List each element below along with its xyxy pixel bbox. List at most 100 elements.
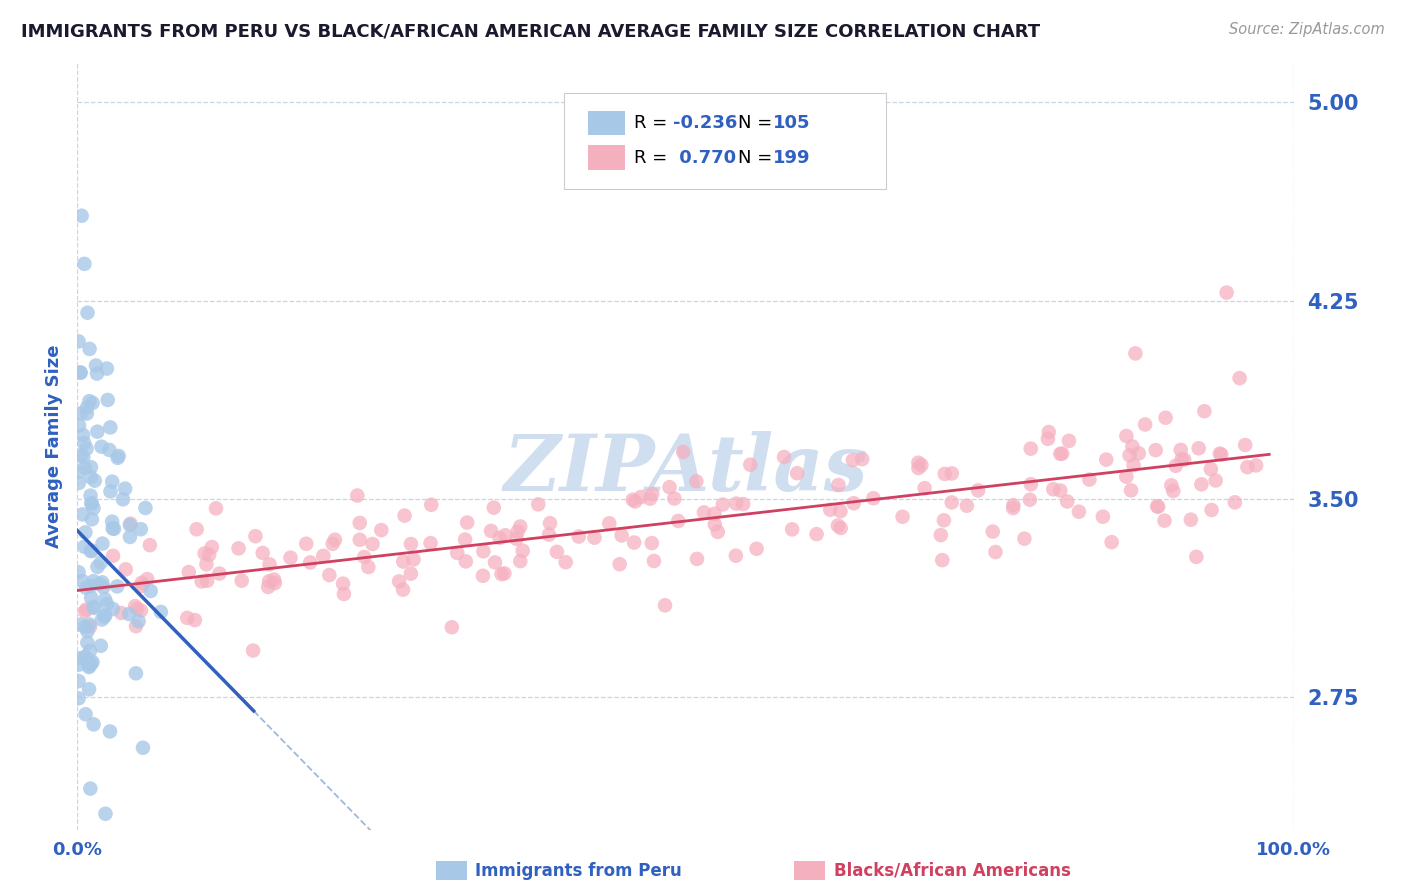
Point xyxy=(76,624,98,639)
Point xyxy=(820,503,842,517)
Text: N =: N = xyxy=(738,114,778,132)
Point xyxy=(75,620,97,634)
Point xyxy=(76,442,98,456)
Point xyxy=(69,617,91,632)
Point xyxy=(132,740,155,755)
Point xyxy=(388,574,411,589)
Point xyxy=(1244,458,1267,473)
Point xyxy=(129,522,152,536)
Text: R =: R = xyxy=(634,149,673,167)
Point xyxy=(101,549,124,563)
Point xyxy=(80,496,103,510)
Point xyxy=(1234,438,1257,452)
Point xyxy=(1115,469,1137,483)
Point xyxy=(482,500,505,515)
Point xyxy=(280,550,302,565)
Point xyxy=(1229,371,1251,385)
Point xyxy=(537,527,560,541)
Point xyxy=(1144,443,1167,458)
Point xyxy=(1180,513,1202,527)
Point xyxy=(93,609,115,624)
Point xyxy=(131,575,153,590)
Point xyxy=(686,552,709,566)
Point xyxy=(98,442,121,457)
Point xyxy=(724,549,747,563)
Point xyxy=(446,546,468,560)
Point xyxy=(101,521,124,535)
Point xyxy=(90,440,112,454)
Point xyxy=(1115,429,1137,443)
FancyBboxPatch shape xyxy=(588,145,624,169)
Point xyxy=(956,499,979,513)
Point xyxy=(91,536,114,550)
Point xyxy=(79,489,101,503)
Point xyxy=(257,574,280,589)
Point xyxy=(1019,477,1042,491)
Point xyxy=(82,543,104,558)
Point xyxy=(733,497,755,511)
Point xyxy=(1189,477,1212,491)
Point xyxy=(67,475,90,490)
Point xyxy=(830,521,852,535)
Point xyxy=(205,501,228,516)
Point xyxy=(67,691,90,706)
Point xyxy=(190,574,212,589)
Point xyxy=(1018,492,1040,507)
Point xyxy=(1170,442,1192,457)
Point xyxy=(568,530,591,544)
Point xyxy=(70,448,93,462)
Point xyxy=(201,540,224,554)
Point xyxy=(67,418,90,433)
Point xyxy=(440,620,463,634)
Point xyxy=(83,501,105,516)
Point xyxy=(67,674,90,689)
Text: 105: 105 xyxy=(773,114,810,132)
Point xyxy=(257,580,280,594)
Point xyxy=(90,556,112,570)
Point xyxy=(101,475,124,489)
Point xyxy=(941,467,963,481)
Point xyxy=(134,500,156,515)
Point xyxy=(83,574,105,588)
Point xyxy=(107,449,129,463)
Point xyxy=(79,579,101,593)
Point xyxy=(76,407,98,421)
Point xyxy=(1164,458,1187,473)
Point xyxy=(1119,483,1142,498)
Point xyxy=(83,474,105,488)
Point xyxy=(621,492,644,507)
Point xyxy=(118,607,141,621)
Point xyxy=(725,497,748,511)
Point xyxy=(118,517,141,532)
Point xyxy=(623,535,645,549)
Point xyxy=(1161,483,1184,498)
Point xyxy=(70,209,93,223)
Point xyxy=(357,560,380,574)
Point xyxy=(554,555,576,569)
Point xyxy=(654,599,676,613)
Point xyxy=(295,537,318,551)
Point xyxy=(703,517,725,532)
Point xyxy=(1128,446,1150,460)
Text: ZIPAtlas: ZIPAtlas xyxy=(503,431,868,508)
Point xyxy=(1014,532,1036,546)
Point xyxy=(1067,505,1090,519)
Point xyxy=(394,508,416,523)
Point xyxy=(830,504,852,518)
Point xyxy=(98,724,121,739)
Point xyxy=(494,566,516,581)
Point xyxy=(101,515,124,529)
Point xyxy=(176,611,198,625)
Point xyxy=(79,617,101,632)
Point xyxy=(105,579,128,593)
Point xyxy=(73,604,96,618)
Point xyxy=(93,580,115,594)
Point xyxy=(505,532,527,546)
Point xyxy=(471,568,494,582)
Point xyxy=(136,572,159,586)
Point xyxy=(76,653,98,667)
Point xyxy=(82,655,104,669)
Point xyxy=(658,480,681,494)
Point xyxy=(69,366,91,380)
Point xyxy=(80,591,103,605)
